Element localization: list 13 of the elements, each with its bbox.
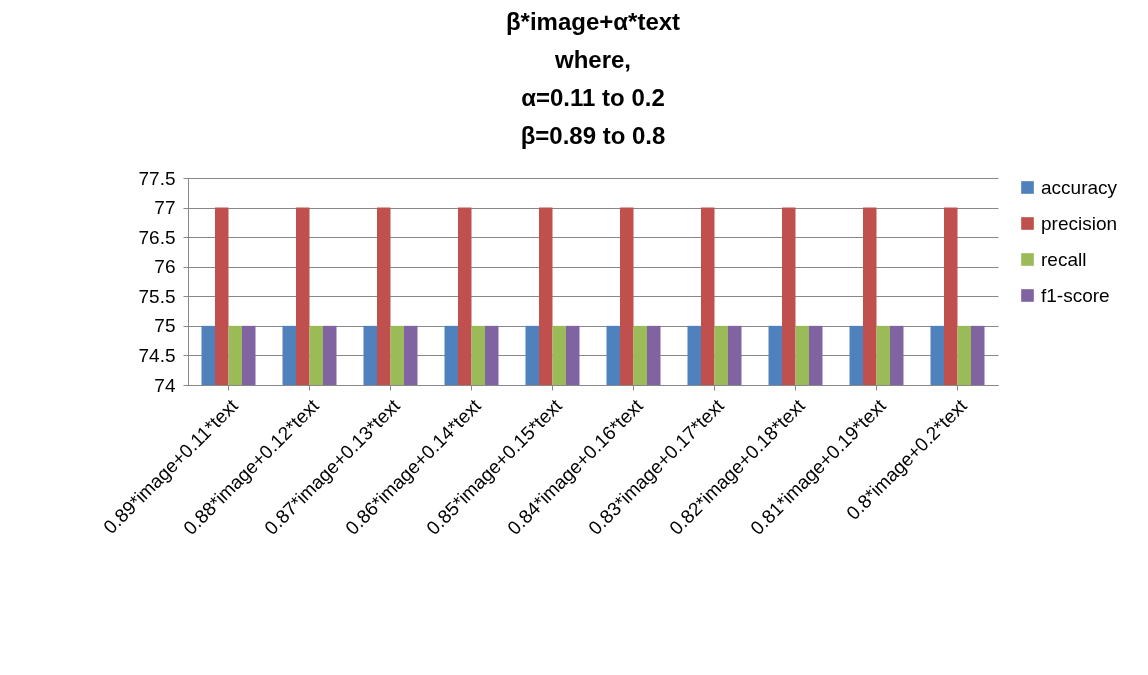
legend-label: precision — [1041, 212, 1118, 234]
chart-title: β*image+α*text where, α=0.11 to 0.2 β=0.89 to 0.8 — [505, 8, 681, 149]
y-tick-label: 76 — [154, 256, 176, 278]
y-tick-label: 76.5 — [138, 226, 176, 248]
legend-label: recall — [1041, 248, 1087, 270]
y-tick-label: 77.5 — [138, 167, 176, 189]
legend-label: f1-score — [1041, 284, 1110, 306]
y-tick-label: 77 — [154, 197, 176, 219]
y-tick-label: 74.5 — [138, 344, 176, 366]
y-tick-label: 75.5 — [138, 285, 176, 307]
y-tick-label: 75 — [154, 315, 176, 337]
legend-label: accuracy — [1041, 176, 1118, 198]
y-tick-label: 74 — [154, 374, 176, 396]
